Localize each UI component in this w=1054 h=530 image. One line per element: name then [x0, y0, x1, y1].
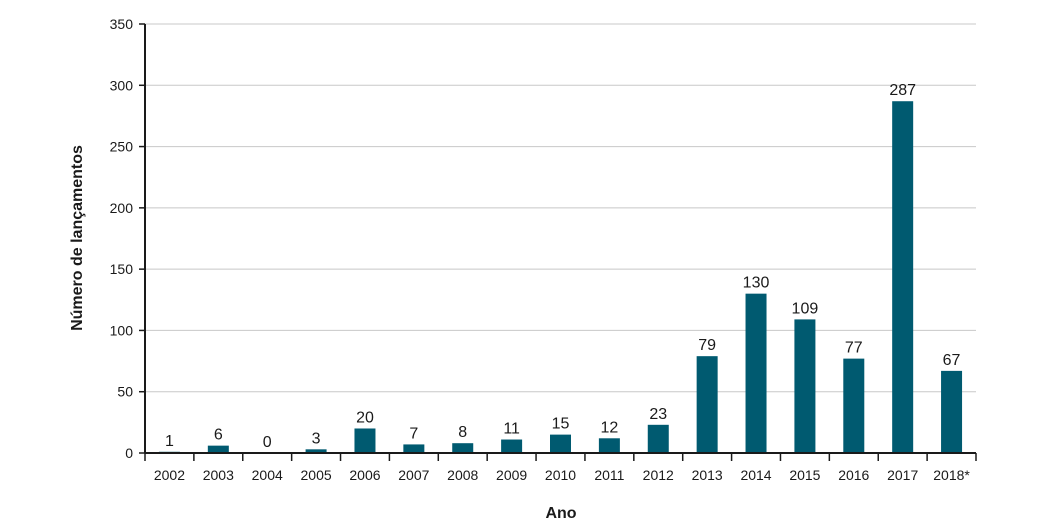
data-labels: 1 6 0 3 20 7 8 11 15 12 23 79 130 109 77 287 67	[165, 82, 961, 451]
bar-2010	[550, 434, 571, 453]
x-tick-label: 2014	[740, 467, 771, 483]
x-tick-label: 2006	[349, 467, 380, 483]
bar-2016	[843, 358, 865, 453]
x-tick-label: 2005	[301, 467, 332, 483]
data-label-2014: 130	[743, 275, 770, 292]
x-tick-labels: 2002 2003 2004 2005 2006 2007 2008 2009 2010 2011…	[154, 467, 971, 483]
x-tick-label: 2015	[789, 467, 820, 483]
x-tick-label: 2012	[643, 467, 674, 483]
data-label-2016: 77	[845, 340, 863, 357]
data-label-2003: 6	[214, 427, 223, 444]
bar-2009	[501, 439, 523, 453]
x-tick-label: 2007	[398, 467, 429, 483]
x-tick-label: 2018*	[933, 467, 970, 483]
bar-2018*	[941, 370, 963, 453]
data-label-2002: 1	[165, 433, 174, 450]
y-tick-label: 300	[110, 77, 134, 93]
bar-2017	[892, 101, 914, 453]
data-label-2013: 79	[698, 337, 716, 354]
y-tick-label: 350	[110, 16, 134, 32]
bar-2008	[452, 443, 474, 453]
x-tick-label: 2008	[447, 467, 478, 483]
y-tick-label: 50	[117, 384, 133, 400]
data-label-2010: 15	[552, 416, 570, 433]
bar-2012	[647, 424, 669, 453]
x-tick-label: 2017	[887, 467, 918, 483]
data-label-2012: 23	[649, 406, 667, 423]
x-tick-label: 2016	[838, 467, 869, 483]
bar-2014	[745, 293, 767, 453]
data-label-2004: 0	[263, 434, 272, 451]
x-tick-label: 2013	[692, 467, 723, 483]
bar-2005	[305, 449, 327, 453]
data-label-2017: 287	[889, 82, 916, 99]
data-label-2015: 109	[792, 300, 819, 317]
y-tick-label: 150	[110, 261, 134, 277]
x-tick-label: 2003	[203, 467, 234, 483]
data-label-2011: 12	[600, 419, 618, 436]
data-label-2007: 7	[409, 425, 418, 442]
data-label-2009: 11	[503, 421, 520, 438]
bar-2015	[794, 319, 816, 453]
data-label-2008: 8	[458, 424, 467, 441]
bar-2007	[403, 444, 425, 453]
bar-2003	[207, 445, 229, 453]
y-tick-label: 200	[110, 200, 134, 216]
x-axis-title: Ano	[545, 505, 576, 522]
y-tick-label: 0	[125, 445, 133, 461]
x-tick-label: 2009	[496, 467, 527, 483]
data-label-2005: 3	[312, 430, 321, 447]
bar-2013	[696, 356, 718, 453]
axes	[139, 23, 977, 461]
y-tick-label: 250	[110, 139, 134, 155]
gridlines	[145, 23, 976, 393]
x-tick-label: 2002	[154, 467, 185, 483]
x-tick-label: 2010	[545, 467, 576, 483]
bar-2011	[598, 438, 620, 453]
bars	[158, 101, 963, 453]
x-tick-label: 2011	[594, 467, 624, 483]
data-label-2018*: 67	[943, 352, 961, 369]
y-axis-title: Número de lançamentos	[69, 145, 86, 331]
y-tick-labels: 0 50 100 150 200 250 300 350	[110, 16, 134, 461]
data-label-2006: 20	[356, 409, 374, 426]
bar-2006	[354, 428, 376, 453]
x-tick-label: 2004	[252, 467, 283, 483]
y-tick-label: 100	[110, 322, 134, 338]
